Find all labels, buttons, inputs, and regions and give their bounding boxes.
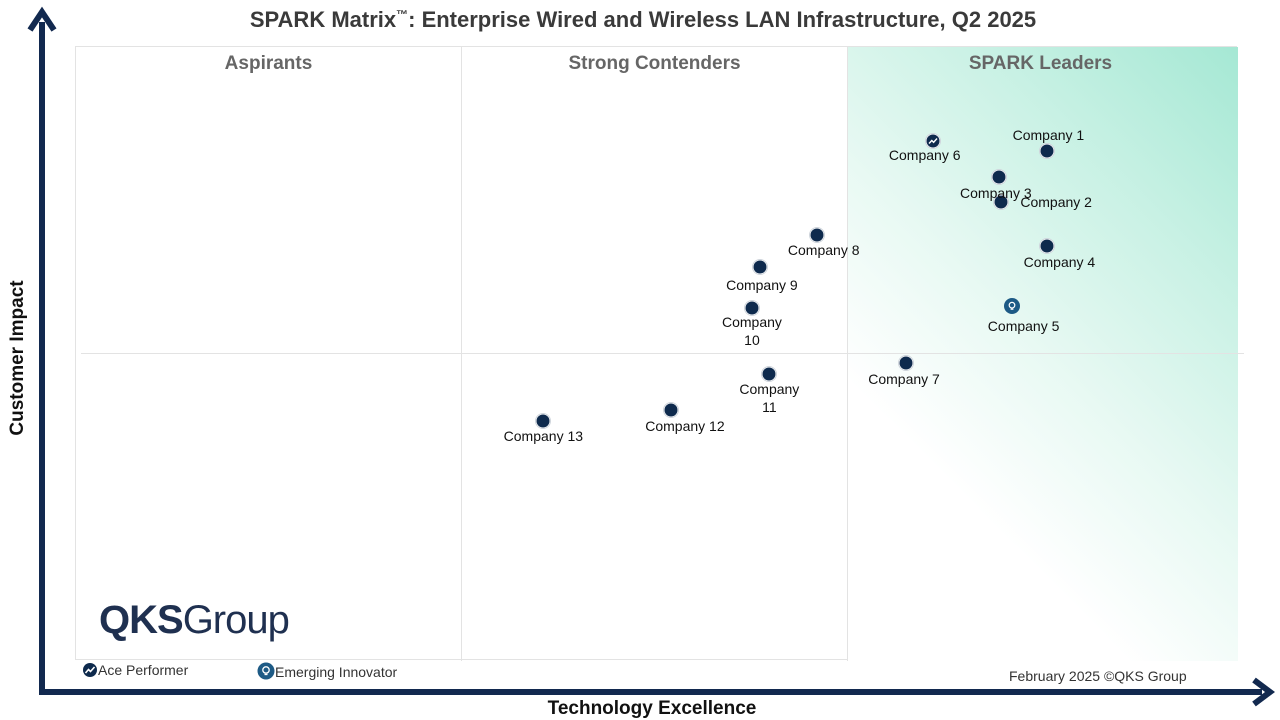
data-point-label: Company 8: [787, 241, 860, 258]
data-point-marker: [898, 354, 915, 371]
quadrant-divider-horizontal: [81, 353, 1244, 354]
data-point-label: Company 5: [987, 317, 1060, 334]
axis-lines: [39, 22, 1262, 695]
x-axis-arrow: [1252, 677, 1275, 707]
data-point-marker: [1038, 143, 1055, 160]
footer-date-copyright: February 2025 ©QKS Group: [1009, 668, 1187, 684]
y-axis-arrow: [27, 6, 57, 32]
data-point-marker: [535, 413, 552, 430]
data-point-label: Company 11: [739, 381, 800, 416]
quadrant-label-leaders: SPARK Leaders: [968, 53, 1113, 74]
qks-group-logo: QKSGroup: [99, 598, 290, 642]
data-point-marker: [1003, 297, 1020, 314]
quadrant-label-aspirants: Aspirants: [224, 53, 313, 74]
data-point-marker: [1038, 237, 1055, 254]
data-point-label: Company 10: [721, 314, 782, 349]
data-point-marker: [752, 259, 769, 276]
quadrant-divider-1: [461, 47, 462, 661]
data-point-marker: [993, 193, 1010, 210]
x-axis-label: Technology Excellence: [547, 698, 757, 719]
data-point-marker: [991, 169, 1008, 186]
legend-ace-performer: Ace Performer: [82, 662, 188, 678]
chart-title: SPARK Matrix™: Enterprise Wired and Wire…: [249, 7, 1037, 32]
data-point-label: Company 12: [645, 418, 725, 435]
y-axis-label: Customer Impact: [7, 280, 28, 436]
data-point-label: Company 6: [888, 147, 961, 164]
data-point-label: Company 7: [868, 370, 940, 387]
data-point-marker: [662, 402, 679, 419]
legend-emerging-innovator: Emerging Innovator: [257, 662, 397, 680]
data-point-marker: [761, 366, 778, 383]
data-point-label: Company 9: [726, 277, 798, 294]
data-point-marker: [808, 226, 825, 243]
data-point-label: Company 3: [960, 185, 1032, 202]
data-point-label: Company 13: [503, 428, 584, 445]
data-point-label: Company 1: [1012, 127, 1085, 144]
data-point-label: Company 2: [1020, 193, 1092, 210]
data-point-marker: [743, 300, 760, 317]
emerging-innovator-icon: [257, 662, 275, 680]
data-point-label: Company 4: [1023, 253, 1096, 270]
quadrant-label-contenders: Strong Contenders: [568, 53, 741, 74]
data-point-marker: [924, 133, 941, 150]
ace-performer-icon: [83, 663, 97, 677]
quadrant-divider-2: [847, 47, 848, 661]
